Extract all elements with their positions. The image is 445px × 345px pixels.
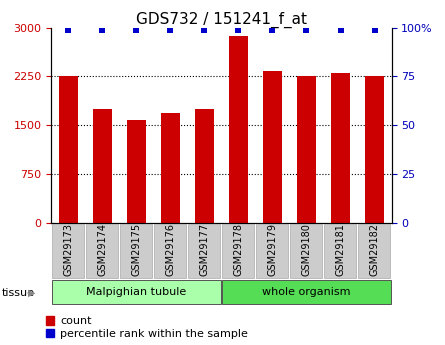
Point <box>167 27 174 32</box>
Text: ▶: ▶ <box>28 288 36 297</box>
Bar <box>331 73 350 223</box>
Text: GSM29176: GSM29176 <box>166 224 175 276</box>
Text: GSM29175: GSM29175 <box>131 223 141 276</box>
Bar <box>161 114 180 223</box>
Point <box>303 27 310 32</box>
Bar <box>290 224 322 278</box>
Point <box>371 27 378 32</box>
Bar <box>86 224 118 278</box>
Bar <box>222 280 391 304</box>
Text: whole organism: whole organism <box>262 287 351 297</box>
Text: Malpighian tubule: Malpighian tubule <box>86 287 186 297</box>
Bar <box>222 224 254 278</box>
Text: GSM29173: GSM29173 <box>63 224 73 276</box>
Point <box>235 27 242 32</box>
Text: GSM29174: GSM29174 <box>97 224 107 276</box>
Bar <box>297 76 316 223</box>
Point <box>65 27 72 32</box>
Bar <box>365 76 384 223</box>
Bar <box>127 120 146 223</box>
Bar <box>229 36 248 223</box>
Bar <box>52 280 221 304</box>
Text: GSM29180: GSM29180 <box>302 224 312 276</box>
Text: GSM29179: GSM29179 <box>267 224 277 276</box>
Bar <box>263 71 282 223</box>
Legend: count, percentile rank within the sample: count, percentile rank within the sample <box>45 316 248 339</box>
Bar <box>93 109 112 223</box>
Bar <box>188 224 220 278</box>
Bar <box>256 224 288 278</box>
Point <box>99 27 106 32</box>
Bar <box>358 224 390 278</box>
Bar <box>120 224 152 278</box>
Point <box>133 27 140 32</box>
Text: GSM29178: GSM29178 <box>234 224 243 276</box>
Text: GSM29182: GSM29182 <box>370 224 380 276</box>
Text: tissue: tissue <box>2 288 35 297</box>
Text: GSM29177: GSM29177 <box>199 223 209 276</box>
Title: GDS732 / 151241_f_at: GDS732 / 151241_f_at <box>136 11 307 28</box>
Point <box>269 27 276 32</box>
Bar <box>59 76 77 223</box>
Point <box>337 27 344 32</box>
Point <box>201 27 208 32</box>
Bar <box>195 109 214 223</box>
Bar <box>154 224 186 278</box>
Text: GSM29181: GSM29181 <box>336 224 345 276</box>
Bar <box>324 224 356 278</box>
Bar <box>52 224 84 278</box>
